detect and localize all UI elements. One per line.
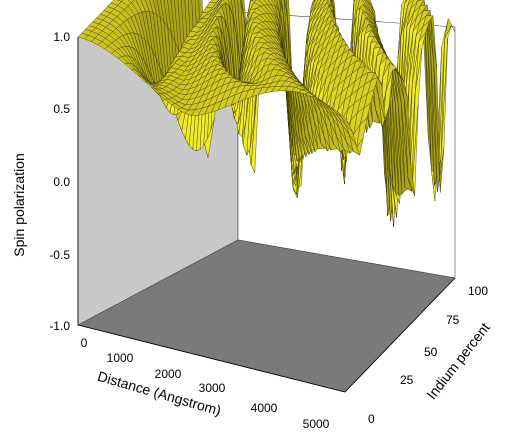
y-ticks: 0 25 50 75 100 — [368, 284, 488, 426]
y-tick-label: 0 — [368, 412, 375, 426]
y-axis-label: Indium percent — [423, 319, 493, 402]
x-axis-line — [77, 324, 346, 393]
x-tick-label: 3000 — [199, 381, 226, 395]
z-axis-label: Spin polarization — [11, 153, 27, 257]
z-tick-label: -1.0 — [49, 319, 70, 333]
y-axis-line — [344, 277, 456, 393]
z-tick-label: -0.5 — [49, 248, 70, 262]
z-tick-label: 1.0 — [53, 30, 70, 44]
surface-patch — [317, 0, 319, 2]
y-tick-label: 100 — [468, 284, 488, 298]
surface-mesh — [77, 0, 456, 227]
x-tick-label: 4000 — [251, 401, 278, 415]
y-tick-label: 75 — [446, 313, 460, 327]
y-tick-label: 25 — [400, 373, 414, 387]
z-ticks: 1.0 0.5 0.0 -0.5 -1.0 — [49, 30, 70, 333]
x-tick-label: 1000 — [107, 351, 134, 365]
x-tick-label: 0 — [81, 336, 88, 350]
x-tick-label: 5000 — [303, 417, 330, 431]
x-tick-label: 2000 — [155, 367, 182, 381]
z-tick-label: 0.5 — [53, 102, 70, 116]
x-ticks: 0 1000 2000 3000 4000 5000 — [81, 336, 330, 431]
z-tick-label: 0.0 — [53, 175, 70, 189]
surface-patch — [338, 112, 349, 125]
y-tick-label: 50 — [424, 345, 438, 359]
